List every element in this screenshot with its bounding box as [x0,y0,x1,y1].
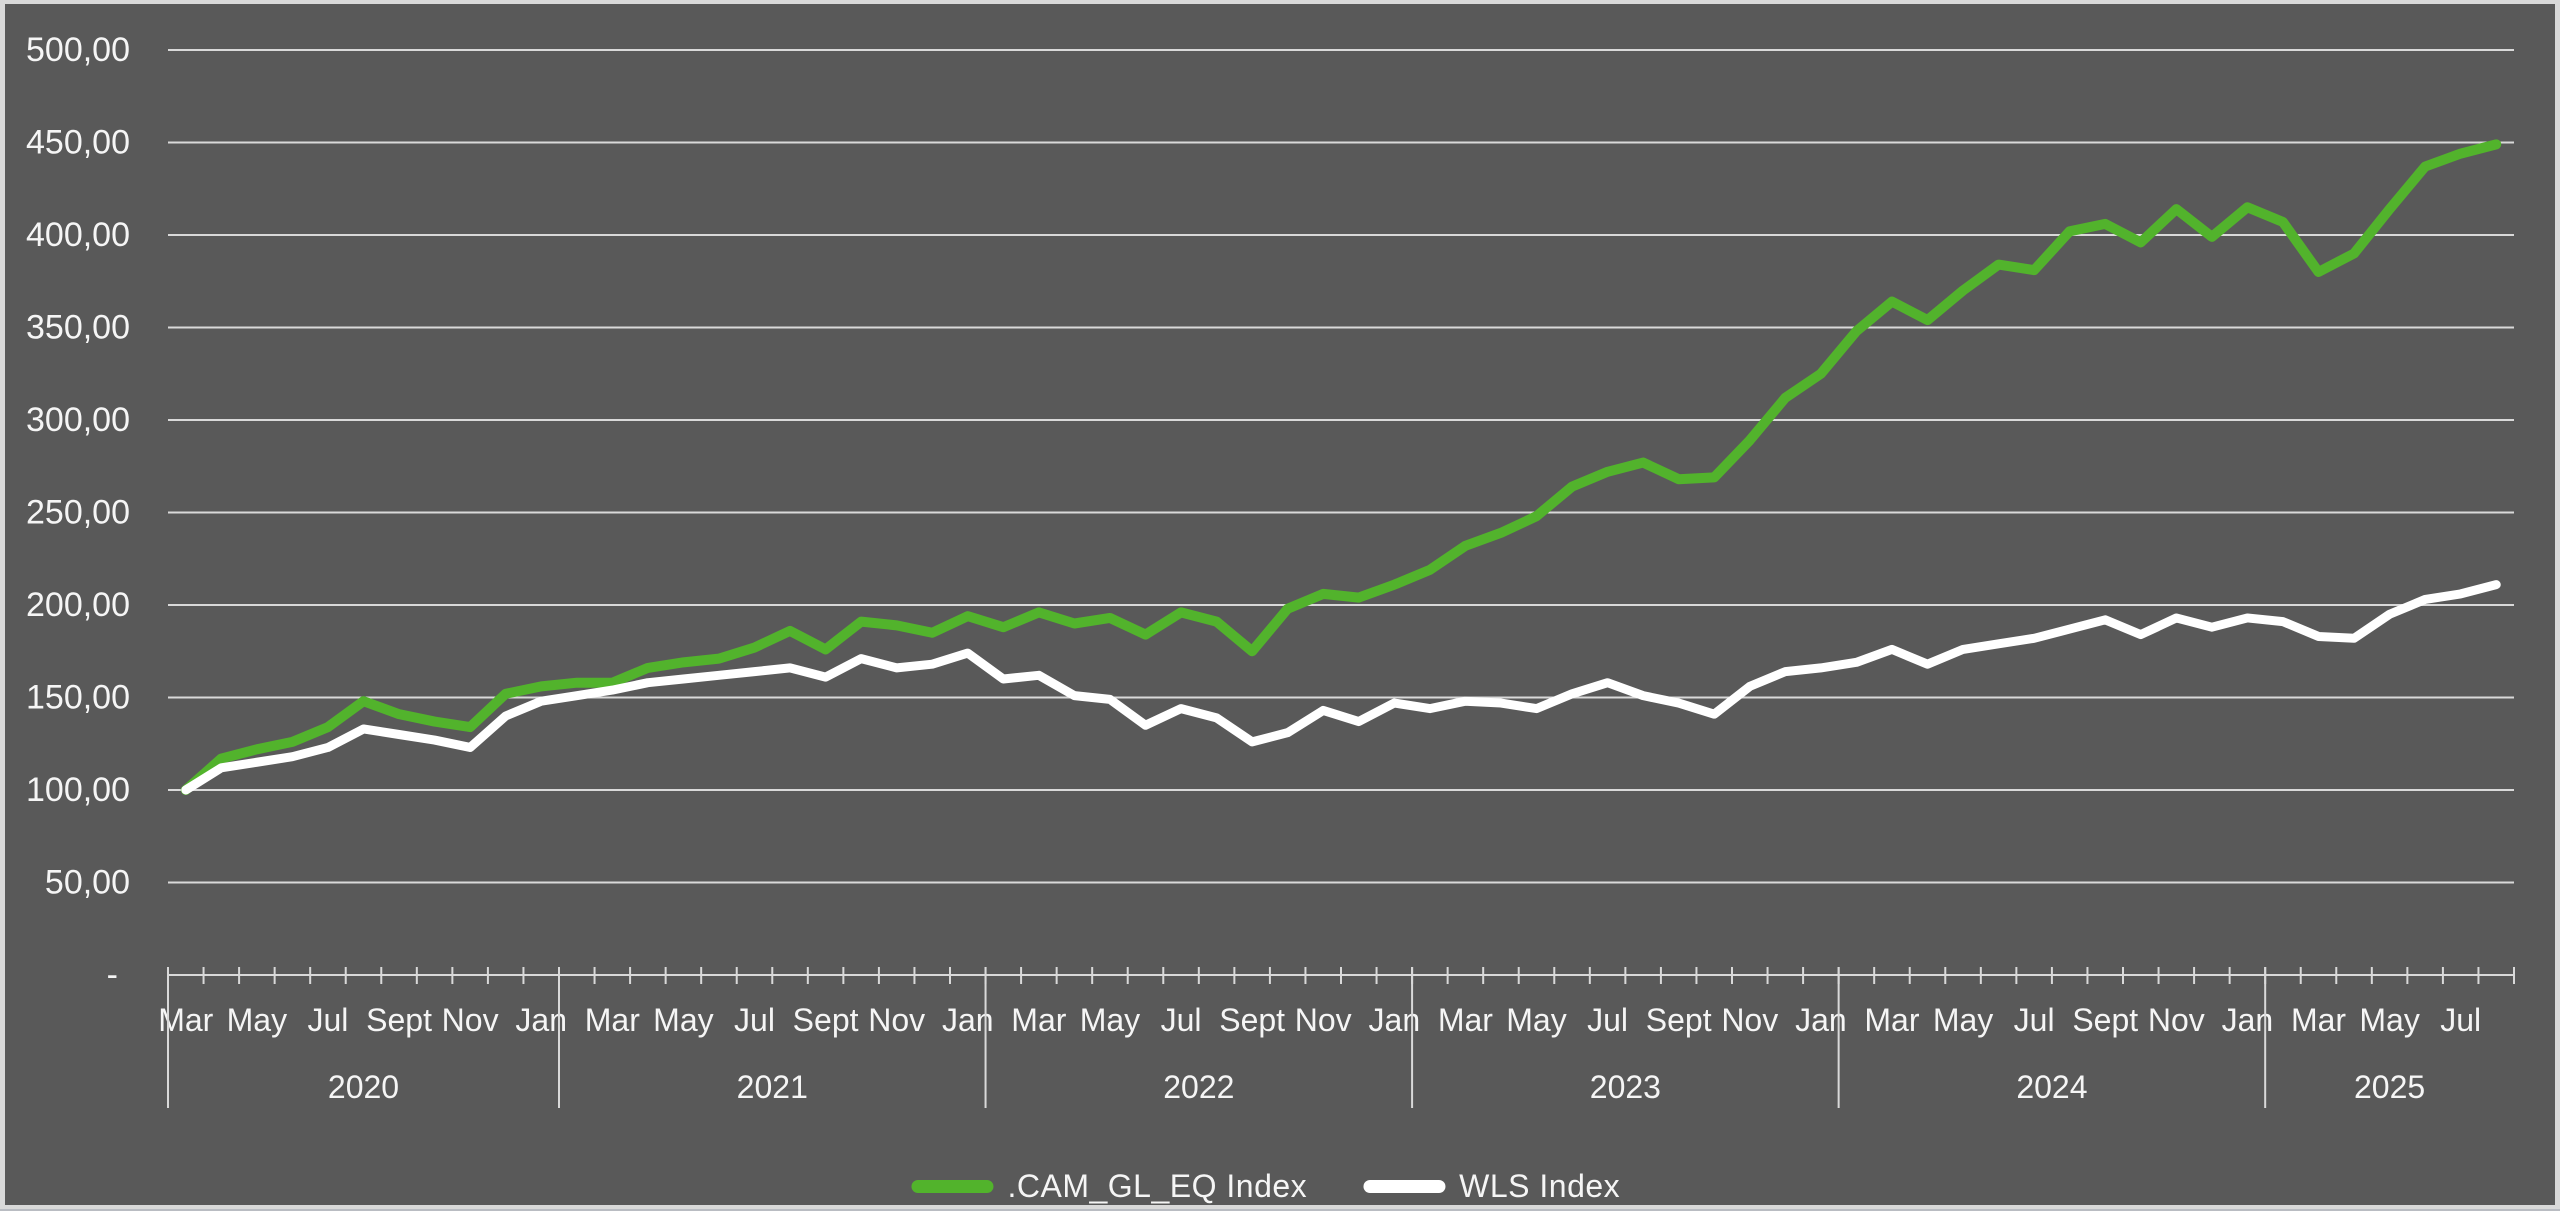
x-axis-month-label: Mar [1864,1002,1919,1038]
y-axis-tick-label: 500,00 [26,31,130,69]
y-axis-tick-label: 200,00 [26,586,130,624]
y-axis-tick-label: - [107,956,118,994]
x-axis-month-label: May [227,1002,287,1038]
legend-item-wls[interactable]: WLS Index [1363,1168,1620,1205]
x-axis-year-label: 2021 [737,1069,808,1105]
x-axis-month-label: Mar [585,1002,640,1038]
y-axis-tick-label: 50,00 [45,864,130,902]
x-axis-month-label: Jul [734,1002,775,1038]
x-axis-month-label: Jul [2014,1002,2055,1038]
x-axis-year-label: 2024 [2016,1069,2087,1105]
legend-label: WLS Index [1459,1167,1621,1204]
legend-item-cam-gl-eq[interactable]: .CAM_GL_EQ Index [911,1168,1307,1205]
x-axis-month-label: Mar [2291,1002,2346,1038]
x-axis-month-label: Mar [158,1002,213,1038]
x-axis-month-label: Sept [793,1002,859,1038]
y-axis-tick-label: 350,00 [26,309,130,347]
y-axis-tick-label: 300,00 [26,401,130,439]
series-line-cam-gl-eq[interactable] [180,139,2502,795]
x-axis-month-label: Nov [1721,1002,1778,1038]
legend-swatch-green-line [911,1179,994,1193]
x-axis-month-label: May [1080,1002,1140,1038]
y-axis-tick-label: 150,00 [26,679,130,717]
y-axis-tick-label: 250,00 [26,494,130,532]
y-axis-tick-label: 400,00 [26,216,130,254]
x-axis-year-label: 2023 [1590,1069,1661,1105]
x-axis-month-label: Sept [366,1002,432,1038]
x-axis-month-label: Sept [2072,1002,2138,1038]
x-axis-month-label: Jul [1587,1002,1628,1038]
x-axis-month-label: Jul [1161,1002,1202,1038]
x-axis-month-label: Sept [1219,1002,1285,1038]
y-axis-tick-label: 450,00 [26,124,130,162]
x-axis-month-label: Jul [308,1002,349,1038]
x-axis-month-label: May [1933,1002,1993,1038]
x-axis-month-label: Nov [2148,1002,2205,1038]
x-axis-month-label: May [1506,1002,1566,1038]
legend-label: .CAM_GL_EQ Index [1007,1167,1308,1204]
x-axis-month-label: Nov [442,1002,499,1038]
x-axis-month-label: May [2359,1002,2419,1038]
x-axis-month-label: Mar [1438,1002,1493,1038]
x-axis-year-label: 2020 [328,1069,399,1105]
x-axis-month-label: Nov [868,1002,925,1038]
x-axis-month-label: Nov [1295,1002,1352,1038]
x-axis-month-label: Jul [2440,1002,2481,1038]
x-axis-year-label: 2025 [2354,1069,2425,1105]
x-axis-month-label: Mar [1011,1002,1066,1038]
series-line-wls[interactable] [181,580,2501,795]
x-axis-month-label: Sept [1646,1002,1712,1038]
chart-legend: .CAM_GL_EQ Index WLS Index [911,1163,1620,1209]
y-axis-tick-label: 100,00 [26,771,130,809]
x-axis-month-label: May [653,1002,713,1038]
legend-swatch-white-line [1363,1179,1446,1193]
x-axis-year-label: 2022 [1163,1069,1234,1105]
